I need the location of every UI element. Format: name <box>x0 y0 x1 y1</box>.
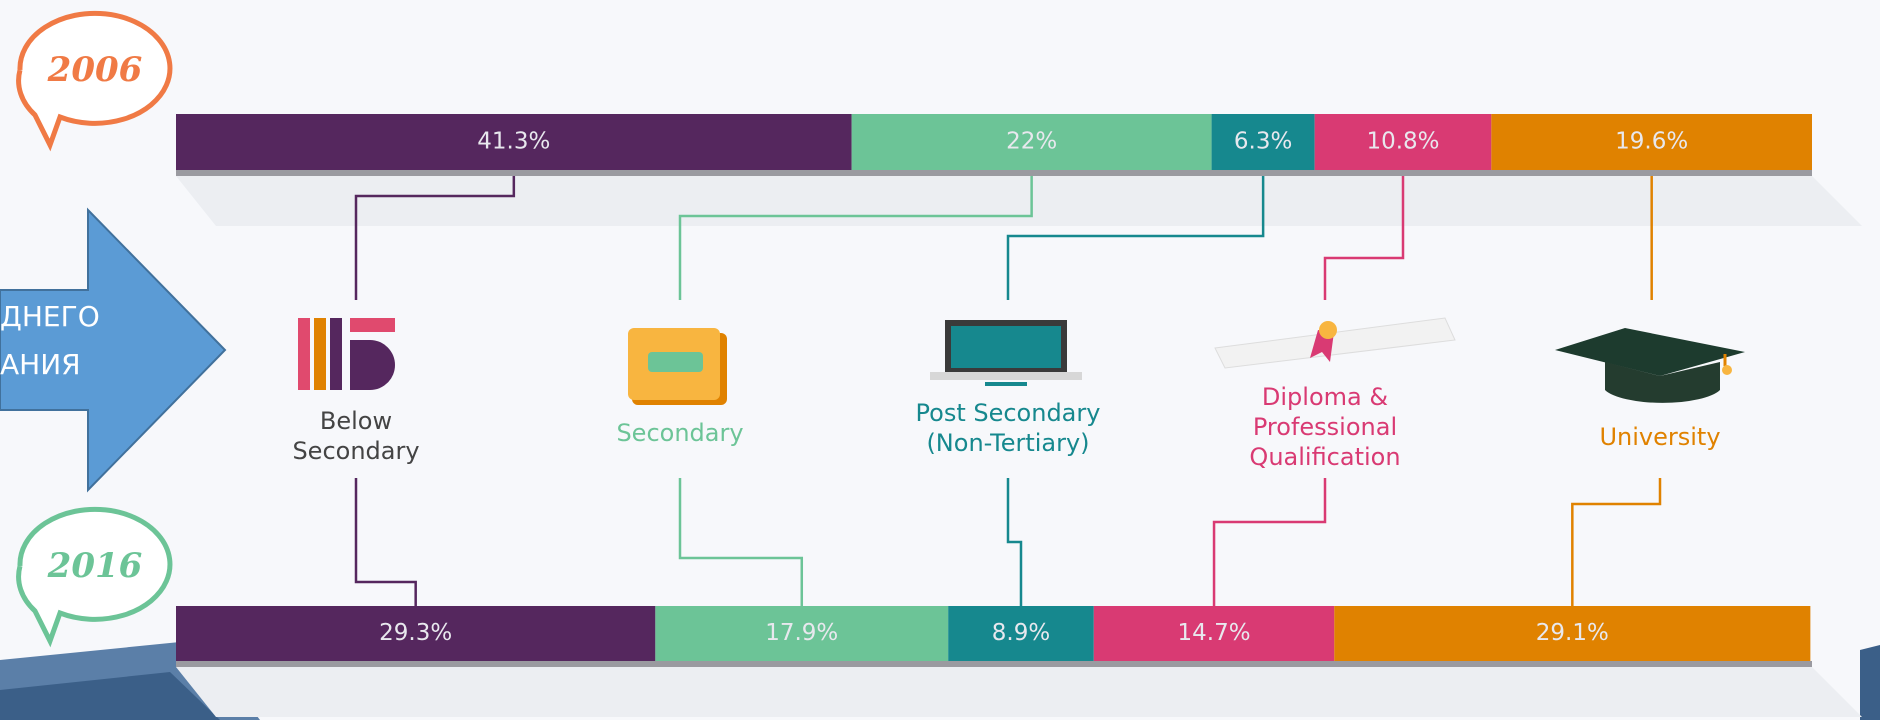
arrow-text: АНИЯ <box>0 348 81 381</box>
connector <box>354 176 516 300</box>
icon <box>350 340 395 390</box>
icon <box>1555 328 1745 376</box>
icon <box>985 382 1027 386</box>
value-label: 19.6% <box>1615 129 1688 155</box>
bar-segment <box>1093 606 1335 661</box>
bar-edge <box>176 661 1812 667</box>
arrow <box>0 207 227 493</box>
connector <box>1571 478 1662 606</box>
value-label: 8.9% <box>992 620 1050 646</box>
icon <box>350 318 395 332</box>
icon <box>1605 362 1720 403</box>
icon <box>648 352 703 372</box>
bar-segment <box>176 114 852 170</box>
category-label: Below Secondary <box>292 407 420 465</box>
value-label: 29.3% <box>379 620 452 646</box>
connector <box>1006 478 1023 606</box>
bar-segment <box>851 114 1212 170</box>
year-label: 2006 <box>47 50 143 90</box>
icon <box>951 326 1061 368</box>
bar-segment <box>1211 114 1315 170</box>
value-label: 10.8% <box>1366 129 1439 155</box>
connector <box>354 478 417 606</box>
connector <box>1323 176 1405 300</box>
connector <box>678 478 804 606</box>
corner-decoration <box>0 672 220 720</box>
bar-segment <box>176 606 656 661</box>
icon <box>1214 317 1456 369</box>
value-label: 17.9% <box>765 620 838 646</box>
bar-edge <box>176 170 1812 176</box>
value-label: 14.7% <box>1178 620 1251 646</box>
category-label: Secondary <box>616 419 744 447</box>
value-label: 41.3% <box>477 129 550 155</box>
year-label: 2016 <box>47 546 143 586</box>
icon <box>930 372 1082 380</box>
category-label: University <box>1599 423 1721 451</box>
bar-segment <box>655 606 949 661</box>
icon <box>1722 365 1732 375</box>
connector <box>1212 478 1327 606</box>
connector <box>678 176 1033 300</box>
corner-decoration <box>1860 645 1880 720</box>
year-bubble <box>16 506 173 648</box>
arrow-text: ДНЕГО <box>0 300 100 333</box>
icon <box>330 318 342 390</box>
connector <box>1006 176 1265 300</box>
bar-segment <box>948 606 1094 661</box>
icon <box>1319 321 1337 339</box>
bar-shadow <box>176 176 1862 226</box>
bar-segment <box>1314 114 1492 170</box>
icon <box>314 318 326 390</box>
icon <box>298 318 310 390</box>
bar-segment <box>1334 606 1811 661</box>
bar-segment <box>1491 114 1812 170</box>
bar-shadow <box>176 667 1862 717</box>
value-label: 22% <box>1006 129 1057 155</box>
value-label: 29.1% <box>1536 620 1609 646</box>
category-label: Diploma & Professional Qualification <box>1249 383 1401 471</box>
year-bubble <box>16 10 173 152</box>
value-label: 6.3% <box>1234 129 1292 155</box>
category-label: Post Secondary (Non-Tertiary) <box>915 399 1101 457</box>
